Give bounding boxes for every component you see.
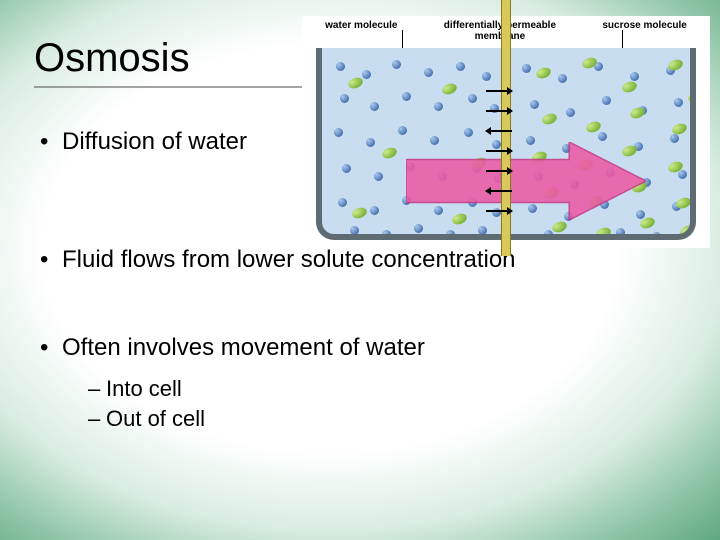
water-molecule-icon xyxy=(464,128,473,137)
water-molecule-icon xyxy=(370,206,379,215)
arrow-left-icon xyxy=(486,130,512,132)
dash-mark: – xyxy=(88,374,106,404)
water-molecule-icon xyxy=(366,138,375,147)
bullet-mark: • xyxy=(40,246,62,274)
sucrose-molecule-icon xyxy=(541,112,559,127)
water-molecule-icon xyxy=(336,62,345,71)
water-molecule-icon xyxy=(414,224,423,233)
sub-text: Into cell xyxy=(106,376,182,401)
bullet-text: Diffusion of water xyxy=(62,128,247,155)
water-molecule-icon xyxy=(350,226,359,235)
water-molecule-icon xyxy=(434,102,443,111)
sucrose-molecule-icon xyxy=(381,146,399,161)
sucrose-molecule-icon xyxy=(691,142,696,157)
water-molecule-icon xyxy=(446,230,455,239)
slide-title: Osmosis xyxy=(34,36,190,81)
title-underline xyxy=(34,86,312,88)
sucrose-molecule-icon xyxy=(595,226,613,240)
water-molecule-icon xyxy=(544,230,553,239)
sucrose-molecule-icon xyxy=(687,90,696,105)
arrow-right-icon xyxy=(486,90,512,92)
water-molecule-icon xyxy=(362,70,371,79)
bullet-fluid-flow: •Fluid flows from lower solute concentra… xyxy=(40,246,680,274)
water-molecule-icon xyxy=(580,234,589,240)
bullet-text: Fluid flows from lower solute concentrat… xyxy=(62,246,516,273)
label-water-molecule: water molecule xyxy=(325,20,397,42)
water-molecule-icon xyxy=(482,72,491,81)
water-molecule-icon xyxy=(616,228,625,237)
flow-arrow xyxy=(406,142,646,220)
water-molecule-icon xyxy=(530,100,539,109)
water-molecule-icon xyxy=(374,172,383,181)
water-molecule-icon xyxy=(342,164,351,173)
membrane xyxy=(501,0,511,256)
sucrose-molecule-icon xyxy=(629,106,647,121)
water-molecule-icon xyxy=(398,126,407,135)
arrow-right-icon xyxy=(486,150,512,152)
water-molecule-icon xyxy=(382,230,391,239)
bullet-movement: •Often involves movement of water xyxy=(40,334,680,362)
water-molecule-icon xyxy=(674,98,683,107)
sucrose-molecule-icon xyxy=(535,66,553,81)
water-molecule-icon xyxy=(690,76,696,85)
label-membrane: differentially permeable membrane xyxy=(444,20,556,42)
water-molecule-icon xyxy=(602,96,611,105)
label-sucrose-molecule: sucrose molecule xyxy=(602,20,686,42)
water-molecule-icon xyxy=(468,94,477,103)
water-molecule-icon xyxy=(678,170,687,179)
sub-text: Out of cell xyxy=(106,406,205,431)
osmosis-diagram: water molecule differentially permeable … xyxy=(302,16,710,248)
sucrose-molecule-icon xyxy=(441,82,459,97)
water-molecule-icon xyxy=(598,132,607,141)
bullet-mark: • xyxy=(40,334,62,362)
water-molecule-icon xyxy=(370,102,379,111)
sucrose-molecule-icon xyxy=(679,224,696,239)
arrow-right-icon xyxy=(486,170,512,172)
sucrose-molecule-icon xyxy=(347,76,365,91)
water-molecule-icon xyxy=(392,60,401,69)
water-molecule-icon xyxy=(670,134,679,143)
sub-bullet-into-cell: –Into cell xyxy=(88,374,680,404)
water-molecule-icon xyxy=(338,198,347,207)
arrow-right-icon xyxy=(486,110,512,112)
water-molecule-icon xyxy=(522,64,531,73)
sub-bullet-out-of-cell: –Out of cell xyxy=(88,404,680,434)
sucrose-molecule-icon xyxy=(551,220,569,235)
arrow-right-icon xyxy=(486,210,512,212)
water-molecule-icon xyxy=(558,74,567,83)
water-molecule-icon xyxy=(424,68,433,77)
water-molecule-icon xyxy=(340,94,349,103)
sucrose-molecule-icon xyxy=(621,80,639,95)
dash-mark: – xyxy=(88,404,106,434)
bullet-text: Often involves movement of water xyxy=(62,334,425,361)
water-molecule-icon xyxy=(402,92,411,101)
water-molecule-icon xyxy=(630,72,639,81)
water-molecule-icon xyxy=(652,232,661,240)
water-molecule-icon xyxy=(478,226,487,235)
water-molecule-icon xyxy=(456,62,465,71)
sucrose-molecule-icon xyxy=(351,206,369,221)
bullet-mark: • xyxy=(40,128,62,156)
arrow-left-icon xyxy=(486,190,512,192)
slide-background: Osmosis •Diffusion of water •Fluid flows… xyxy=(0,0,720,540)
water-molecule-icon xyxy=(334,128,343,137)
water-molecule-icon xyxy=(566,108,575,117)
